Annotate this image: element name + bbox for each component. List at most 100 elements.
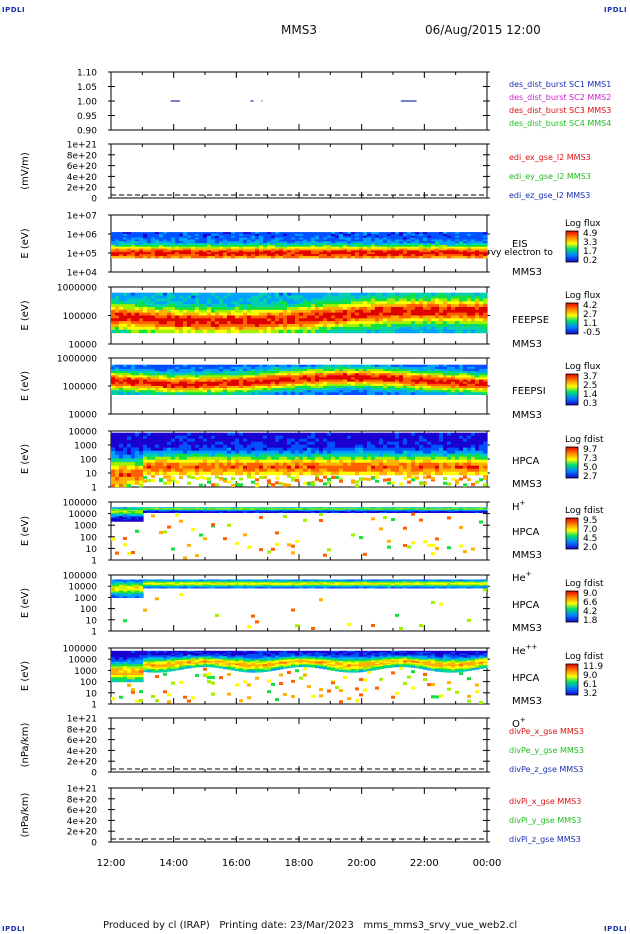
spectrogram-cell	[191, 232, 196, 235]
spectrogram-cell	[283, 301, 288, 305]
spectrogram-cell	[383, 385, 388, 389]
spectrogram-cell	[247, 368, 252, 372]
spectrogram-cell	[323, 301, 328, 305]
spectrogram-cell	[171, 298, 176, 302]
spectrogram-cell	[303, 237, 308, 241]
spectrogram-cell	[199, 435, 204, 440]
spectrogram-cell	[343, 252, 348, 255]
spectrogram-cell	[199, 237, 204, 241]
spectrogram-cell	[379, 329, 384, 334]
spectrogram-cell	[447, 237, 452, 241]
spectrogram-cell	[355, 243, 360, 246]
spectrogram-cell	[467, 254, 472, 257]
spectrogram-cell	[439, 237, 444, 241]
spectrogram-cell	[375, 254, 380, 257]
spectrogram-cell	[175, 318, 180, 322]
spectrogram-cell	[475, 371, 480, 374]
colorbar-tick-label: -0.5	[583, 328, 601, 338]
spectrogram-cell	[319, 321, 324, 325]
spectrogram-cell	[399, 295, 404, 299]
spectrogram-cell	[255, 304, 260, 308]
spectrogram-cell	[151, 246, 156, 250]
spectrogram-cell	[283, 295, 288, 299]
spectrogram-speckle	[283, 483, 287, 487]
spectrogram-cell	[459, 298, 464, 302]
spectrogram-cell	[451, 241, 456, 244]
spectrogram-cell	[435, 304, 440, 308]
spectrogram-cell	[471, 254, 476, 257]
spectrogram-cell	[323, 298, 328, 302]
spectrogram-cell	[143, 435, 148, 440]
spectrogram-cell	[123, 239, 128, 242]
spectrogram-cell	[215, 471, 220, 476]
spectrogram-cell	[327, 233, 332, 237]
spectrogram-cell	[183, 248, 188, 252]
spectrogram-cell	[291, 435, 296, 440]
spectrogram-cell	[199, 255, 204, 259]
y-axis-label: E (eV)	[20, 300, 31, 330]
spectrogram-cell	[423, 295, 428, 299]
spectrogram-cell	[347, 301, 352, 305]
spectrogram-cell	[379, 244, 384, 248]
spectrogram-cell	[123, 392, 128, 395]
spectrogram-cell	[451, 295, 456, 299]
spectrogram-cell	[371, 292, 376, 297]
spectrogram-cell	[327, 388, 332, 391]
spectrogram-cell	[427, 301, 432, 305]
spectrogram-cell	[463, 232, 468, 235]
spectrogram-cell	[127, 381, 132, 385]
spectrogram-cell	[123, 233, 128, 237]
spectrogram-cell	[315, 292, 320, 297]
spectrogram-cell	[223, 450, 228, 455]
spectrogram-cell	[335, 379, 340, 383]
spectrogram-cell	[191, 329, 196, 334]
spectrogram-cell	[459, 321, 464, 325]
spectrogram-cell	[319, 301, 324, 305]
spectrogram-cell	[427, 295, 432, 299]
spectrogram-cell	[351, 371, 356, 374]
spectrogram-cell	[463, 388, 468, 391]
spectrogram-cell	[427, 383, 432, 387]
spectrogram-cell	[467, 329, 472, 334]
spectrogram-cell	[191, 371, 196, 374]
spectrogram-cell	[291, 298, 296, 302]
spectrogram-cell	[115, 255, 120, 259]
spectrogram-cell	[279, 295, 284, 299]
spectrogram-cell	[279, 465, 284, 470]
spectrogram-cell	[411, 235, 416, 239]
spectrogram-cell	[287, 379, 292, 383]
spectrogram-cell	[447, 379, 452, 383]
spectrogram-cell	[131, 373, 136, 376]
spectrogram-cell	[223, 318, 228, 322]
spectrogram-cell	[179, 447, 184, 452]
spectrogram-cell	[175, 309, 180, 314]
spectrogram-cell	[355, 237, 360, 241]
spectrogram-cell	[115, 237, 120, 241]
spectrogram-cell	[287, 441, 292, 446]
spectrogram-cell	[343, 326, 348, 331]
spectrogram-cell	[391, 232, 396, 235]
spectrogram-cell	[283, 432, 288, 437]
spectrogram-cell	[419, 385, 424, 389]
spectrogram-cell	[363, 250, 368, 253]
spectrogram-cell	[279, 255, 284, 259]
spectrogram-cell	[167, 315, 172, 319]
spectrogram-cell	[167, 304, 172, 308]
spectrogram-cell	[175, 254, 180, 257]
spectrogram-cell	[147, 441, 152, 446]
spectrogram-cell	[187, 312, 192, 317]
spectrogram-cell	[223, 444, 228, 449]
spectrogram-cell	[263, 232, 268, 235]
spectrogram-cell	[459, 252, 464, 255]
spectrogram-cell	[211, 306, 216, 311]
spectrogram-cell	[247, 318, 252, 322]
spectrogram-cell	[399, 371, 404, 374]
spectrogram-cell	[223, 385, 228, 389]
spectrogram-cell	[427, 250, 432, 253]
spectrogram-cell	[411, 388, 416, 391]
spectrogram-cell	[259, 243, 264, 246]
spectrogram-cell	[315, 301, 320, 305]
spectrogram-cell	[183, 237, 188, 241]
spectrogram-cell	[355, 306, 360, 311]
spectrogram-cell	[343, 373, 348, 376]
